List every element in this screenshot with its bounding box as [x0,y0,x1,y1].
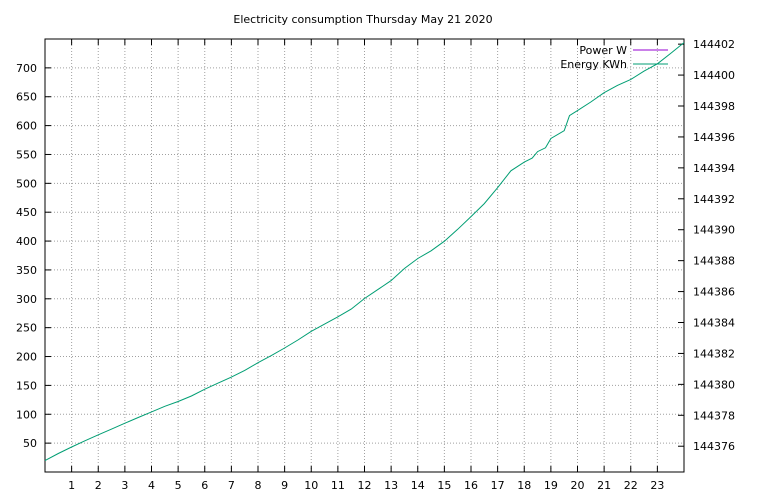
x-tick-label: 6 [201,479,208,492]
x-tick-label: 11 [331,479,345,492]
y2-tick-label: 144392 [693,193,735,206]
series-line-energy [44,42,685,462]
y2-tick-label: 144386 [693,286,735,299]
y-tick-label: 650 [16,91,37,104]
y2-tick-label: 144402 [693,38,735,51]
y2-tick-label: 144398 [693,100,735,113]
y-tick-label: 200 [16,351,37,364]
y-tick-label: 400 [16,235,37,248]
y-tick-label: 350 [16,264,37,277]
y-tick-label: 450 [16,206,37,219]
y2-tick-label: 144378 [693,409,735,422]
y2-tick-label: 144388 [693,255,735,268]
y2-tick-label: 144384 [693,317,735,330]
y2-tick-label: 144376 [693,440,735,453]
y2-tick-label: 144396 [693,131,735,144]
y2-tick-label: 144394 [693,162,735,175]
x-tick-label: 7 [228,479,235,492]
y-tick-label: 250 [16,322,37,335]
grid [45,39,684,472]
x-tick-label: 17 [491,479,505,492]
x-tick-label: 5 [175,479,182,492]
x-tick-label: 21 [597,479,611,492]
y2-tick-label: 144390 [693,224,735,237]
x-tick-label: 13 [384,479,398,492]
x-tick-label: 10 [304,479,318,492]
legend-label-energy: Energy KWh [560,58,627,71]
y-tick-label: 150 [16,379,37,392]
x-tick-label: 14 [411,479,425,492]
x-axis: 1 2 3 4 5 6 7 8 9 10 11 12 13 14 15 16 17 18 19 20 21 22 23 [68,39,664,492]
x-tick-label: 4 [148,479,155,492]
legend: Power W Energy KWh [560,44,668,71]
x-tick-label: 2 [95,479,102,492]
legend-label-power: Power W [579,44,627,57]
x-tick-label: 19 [544,479,558,492]
x-tick-label: 3 [121,479,128,492]
series-layer [44,42,685,462]
y-tick-label: 300 [16,293,37,306]
chart-title: Electricity consumption Thursday May 21 … [233,13,492,26]
y-axis-left: 50 100 150 200 250 300 350 400 450 500 550 600 650 70… [16,62,51,450]
y2-tick-label: 144382 [693,347,735,360]
x-tick-label: 18 [517,479,531,492]
x-tick-label: 23 [650,479,664,492]
x-tick-label: 9 [281,479,288,492]
y-tick-label: 550 [16,148,37,161]
y-tick-label: 100 [16,408,37,421]
y-tick-label: 600 [16,120,37,133]
y-axis-right: 144376 144378 144380 144382 144384 144386 1443… [678,38,735,453]
y2-tick-label: 144400 [693,69,735,82]
x-tick-label: 22 [624,479,638,492]
y-tick-label: 500 [16,177,37,190]
y-tick-label: 700 [16,62,37,75]
y2-tick-label: 144380 [693,378,735,391]
x-tick-label: 8 [255,479,262,492]
x-tick-label: 15 [437,479,451,492]
x-tick-label: 20 [571,479,585,492]
y-tick-label: 50 [23,437,37,450]
x-tick-label: 1 [68,479,75,492]
x-tick-label: 16 [464,479,478,492]
x-tick-label: 12 [358,479,372,492]
